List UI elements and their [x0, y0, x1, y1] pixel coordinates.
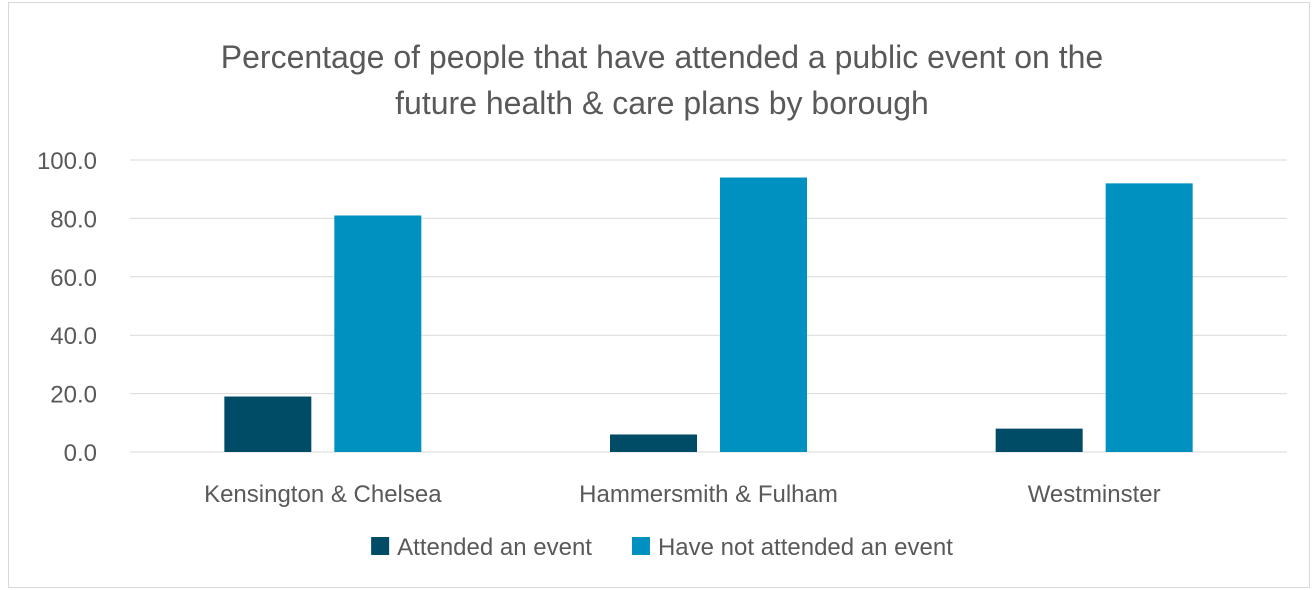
category-label: Hammersmith & Fulham — [579, 481, 838, 508]
legend-label: Attended an event — [397, 534, 592, 561]
bars — [224, 177, 1193, 453]
gridlines — [130, 159, 1287, 453]
bar — [1105, 183, 1193, 453]
bar — [224, 396, 312, 452]
category-label: Westminster — [1028, 481, 1161, 508]
legend: Attended an event Have not attended an ev… — [371, 534, 953, 561]
y-tick-label: 40.0 — [50, 323, 97, 350]
y-tick-label: 80.0 — [50, 206, 97, 233]
category-label: Kensington & Chelsea — [204, 481, 442, 508]
legend-swatch — [631, 537, 650, 555]
chart-frame — [8, 2, 1310, 588]
y-tick-label: 20.0 — [50, 382, 97, 409]
legend-label: Have not attended an event — [658, 534, 953, 561]
chart-title: Percentage of people that have attended … — [221, 39, 1103, 121]
y-tick-label: 100.0 — [37, 148, 97, 175]
legend-swatch — [371, 537, 390, 555]
bar — [334, 215, 422, 452]
x-axis-category-labels: Kensington & Chelsea Hammersmith & Fulham… — [204, 481, 1161, 508]
legend-item: Attended an event — [371, 534, 592, 561]
legend-item: Have not attended an event — [631, 534, 953, 561]
bar — [720, 177, 807, 452]
y-tick-label: 0.0 — [64, 440, 97, 467]
chart-title-line-1: Percentage of people that have attended … — [221, 39, 1103, 75]
chart-title-line-2: future health & care plans by borough — [395, 85, 929, 121]
bar — [995, 428, 1083, 452]
y-tick-label: 60.0 — [50, 265, 97, 292]
bar — [610, 434, 697, 452]
y-axis-tick-labels: 0.0 20.0 40.0 60.0 80.0 100.0 — [37, 148, 97, 467]
